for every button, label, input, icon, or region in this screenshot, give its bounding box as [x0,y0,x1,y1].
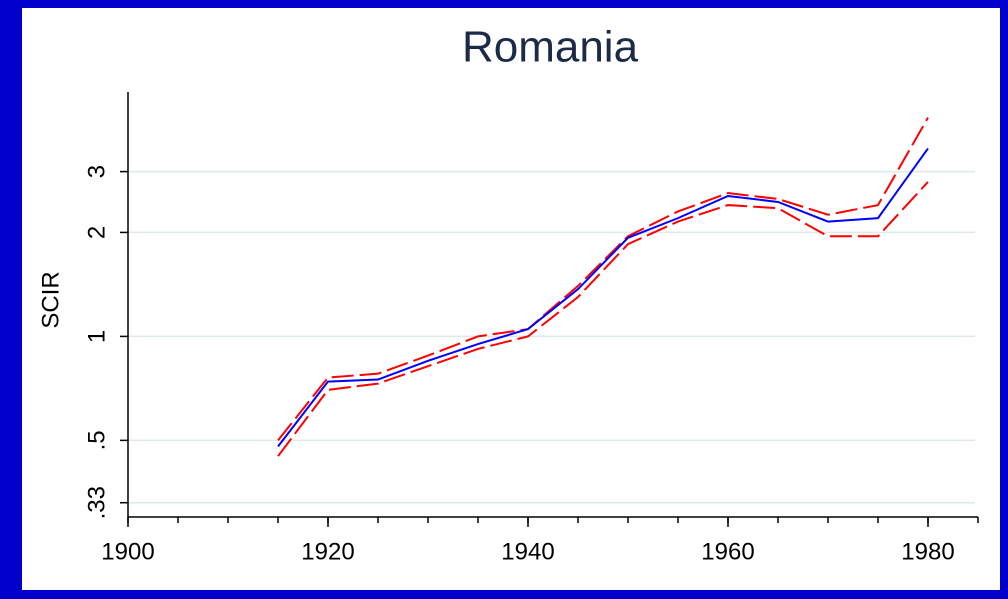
series-line [277,117,929,441]
series-line [277,181,929,457]
chart-title: Romania [462,23,639,72]
series-line [277,147,929,448]
chart-panel [22,8,1000,590]
x-tick-label: 1940 [501,538,554,565]
x-tick-label: 1980 [901,538,954,565]
y-tick-label: .33 [83,486,110,519]
x-tick-label: 1900 [101,538,154,565]
y-axis-label: SCIR [37,271,64,328]
x-tick-label: 1960 [701,538,754,565]
y-tick-label: 2 [83,226,110,239]
y-tick-label: 1 [83,330,110,343]
x-tick-label: 1920 [301,538,354,565]
y-tick-label: .5 [83,430,110,450]
y-tick-label: 3 [83,165,110,178]
